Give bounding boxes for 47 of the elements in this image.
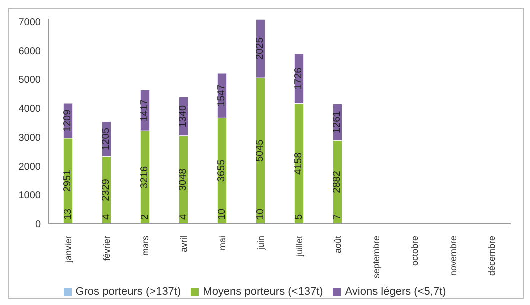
data-label: 1417 — [140, 99, 151, 122]
data-label: 3216 — [140, 166, 151, 189]
legend-label: Moyens porteurs (<137t) — [203, 286, 324, 298]
legend-label: Avions légers (<5,7t) — [345, 286, 446, 298]
data-label: 10 — [216, 208, 228, 220]
data-label: 1340 — [178, 104, 190, 128]
data-label: 2951 — [62, 169, 74, 192]
data-label: 2882 — [332, 170, 344, 194]
legend-label: Gros porteurs (>137t) — [76, 286, 182, 298]
y-tick-label: 2000 — [18, 162, 42, 173]
data-label: 1726 — [294, 67, 305, 90]
data-label: 3655 — [216, 159, 228, 182]
data-label: 4 — [178, 214, 190, 220]
x-tick-label: décembre — [486, 236, 497, 276]
y-tick-label: 6000 — [18, 46, 42, 58]
y-tick-label: 7000 — [18, 17, 42, 28]
data-label: 5045 — [255, 139, 266, 162]
data-label: 7 — [332, 214, 344, 220]
y-tick-label: 5000 — [18, 75, 42, 86]
y-tick-label: 4000 — [18, 104, 42, 116]
x-tick-label: janvier — [63, 236, 74, 264]
x-tick-label: mai — [217, 236, 228, 251]
data-label: 1261 — [332, 110, 344, 134]
x-tick-label: juin — [256, 236, 266, 252]
x-tick-label: juillet — [294, 236, 304, 258]
data-label: 1205 — [101, 128, 112, 150]
data-label: 2025 — [255, 37, 266, 60]
y-tick-label: 0 — [35, 220, 42, 231]
data-label: 4158 — [294, 152, 305, 175]
data-label: 3048 — [178, 168, 190, 192]
data-label: 2329 — [101, 178, 112, 202]
x-tick-label: août — [332, 236, 343, 254]
data-label: 1547 — [216, 84, 228, 107]
x-tick-label: novembre — [448, 236, 458, 276]
data-label: 4 — [101, 214, 112, 220]
y-tick-label: 1000 — [18, 190, 42, 202]
x-tick-label: septembre — [371, 236, 382, 279]
data-label: 1209 — [62, 109, 74, 132]
x-tick-label: octobre — [410, 236, 420, 266]
data-label: 5 — [294, 214, 305, 220]
x-tick-label: mars — [140, 236, 150, 256]
y-tick-label: 3000 — [18, 132, 42, 144]
data-label: 2 — [140, 214, 151, 220]
data-label: 10 — [255, 208, 266, 220]
x-tick-label: avril — [178, 236, 189, 253]
x-tick-label: février — [102, 236, 112, 262]
data-label: 13 — [62, 208, 74, 220]
